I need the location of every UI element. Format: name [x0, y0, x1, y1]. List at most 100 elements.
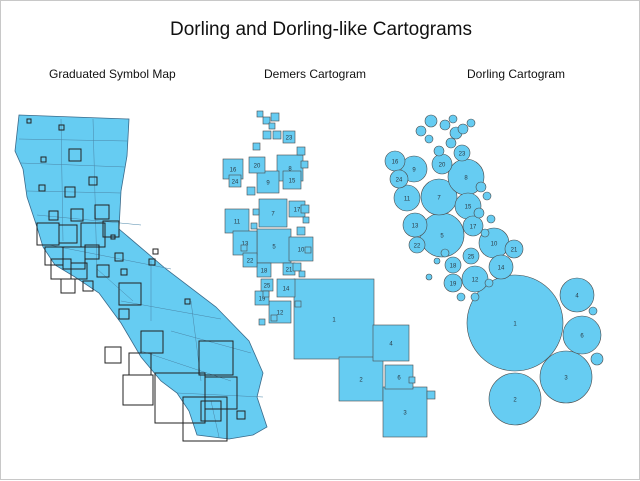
- demers-small-square: [252, 142, 261, 151]
- demers-small-square: [304, 246, 312, 254]
- dorling-circle: [453, 144, 471, 162]
- graduated-symbol-map-subtitle: Graduated Symbol Map: [49, 67, 176, 81]
- demers-small-square: [294, 300, 302, 308]
- proportional-symbol-square: [26, 118, 32, 124]
- demers-square-label: 11: [234, 220, 241, 226]
- demers-square-label: 15: [289, 179, 296, 185]
- dorling-circle-label: 25: [468, 255, 475, 261]
- demers-small-square: [270, 314, 278, 322]
- dorling-circle-label: 8: [464, 176, 468, 182]
- proportional-symbol-square: [80, 222, 106, 248]
- demers-square: [228, 174, 242, 188]
- dorling-small-circle: [415, 125, 427, 137]
- demers-small-square: [262, 130, 272, 140]
- proportional-symbol-square: [58, 124, 65, 131]
- demers-square-label: 9: [266, 181, 270, 187]
- dorling-small-circle: [486, 214, 496, 224]
- demers-square-label: 10: [298, 248, 305, 254]
- demers-small-square: [270, 112, 280, 122]
- dorling-circle-label: 13: [412, 224, 419, 230]
- dorling-small-circle: [480, 228, 490, 238]
- dorling-small-circle: [473, 207, 485, 219]
- demers-square-label: 23: [286, 136, 293, 142]
- demers-square-label: 12: [277, 311, 284, 317]
- dorling-circle: [488, 372, 542, 426]
- proportional-symbol-square: [148, 258, 156, 266]
- dorling-small-circle: [482, 191, 492, 201]
- proportional-symbol-square: [114, 252, 124, 262]
- proportional-symbol-square: [82, 280, 94, 292]
- demers-square: [258, 198, 288, 228]
- proportional-symbol-square: [200, 400, 222, 422]
- proportional-symbol-square: [94, 204, 110, 220]
- demers-small-square: [252, 208, 260, 216]
- dorling-circle-label: 15: [465, 205, 472, 211]
- dorling-small-circle: [424, 114, 438, 128]
- proportional-symbol-square: [122, 374, 154, 406]
- demers-square-label: 5: [272, 245, 276, 251]
- demers-small-square: [408, 376, 416, 384]
- dorling-small-circle: [433, 145, 445, 157]
- demers-square: [242, 252, 258, 268]
- dorling-circle-label: 17: [470, 225, 477, 231]
- dorling-small-circle: [424, 134, 434, 144]
- demers-square: [382, 386, 428, 438]
- dorling-small-circle: [590, 352, 604, 366]
- dorling-circle: [562, 315, 602, 355]
- demers-square-label: 22: [247, 259, 254, 265]
- demers-small-square: [296, 226, 306, 236]
- proportional-symbol-square: [96, 264, 110, 278]
- demers-small-square: [250, 222, 258, 230]
- demers-square-label: 19: [259, 297, 266, 303]
- dorling-circle-label: 7: [437, 196, 441, 202]
- dorling-circle: [488, 254, 514, 280]
- dorling-small-circle: [470, 292, 480, 302]
- demers-square-label: 1: [332, 318, 336, 324]
- dorling-circle: [408, 236, 426, 254]
- proportional-symbol-square: [198, 340, 234, 376]
- proportional-symbol-square: [182, 396, 228, 442]
- proportional-symbol-square: [88, 176, 98, 186]
- demers-square-label: 13: [242, 242, 249, 248]
- proportional-symbol-square: [184, 298, 191, 305]
- dorling-circle: [539, 350, 593, 404]
- dorling-circle-label: 12: [472, 278, 479, 284]
- demers-square: [338, 356, 384, 402]
- dorling-circle-label: 1: [513, 322, 517, 328]
- dorling-circle: [462, 247, 480, 265]
- dorling-circle-label: 18: [450, 264, 457, 270]
- demers-small-square: [262, 290, 270, 298]
- proportional-symbol-square: [110, 234, 116, 240]
- dorling-circle: [462, 215, 484, 237]
- demers-square: [372, 324, 410, 362]
- proportional-symbol-square: [84, 244, 100, 260]
- dorling-circle-label: 19: [450, 282, 457, 288]
- dorling-circle-label: 21: [511, 248, 518, 254]
- demers-small-square: [262, 116, 271, 125]
- proportional-symbol-square: [38, 184, 46, 192]
- dorling-circle: [443, 273, 463, 293]
- demers-small-square: [272, 130, 282, 140]
- dorling-circle-label: 16: [392, 160, 399, 166]
- proportional-symbol-square: [70, 262, 88, 280]
- dorling-small-circle: [475, 181, 487, 193]
- dorling-circle-label: 23: [459, 152, 466, 158]
- proportional-symbol-square: [40, 156, 47, 163]
- demers-square: [256, 170, 280, 194]
- demers-small-square: [426, 390, 436, 400]
- demers-square: [384, 364, 414, 390]
- figure-title: Dorling and Dorling-like Cartograms: [169, 19, 472, 40]
- dorling-circle-label: 11: [404, 197, 411, 203]
- proportional-symbol-square: [118, 308, 130, 320]
- demers-small-square: [268, 122, 276, 130]
- california-map: [14, 114, 268, 442]
- demers-square: [282, 130, 296, 144]
- dorling-circle: [444, 256, 462, 274]
- demers-cartogram-subtitle: Demers Cartogram: [264, 67, 367, 81]
- proportional-symbol-square: [118, 282, 142, 306]
- proportional-symbol-square: [152, 248, 159, 255]
- dorling-small-circle: [440, 248, 450, 258]
- dorling-circle: [559, 277, 595, 313]
- demers-square: [282, 170, 302, 190]
